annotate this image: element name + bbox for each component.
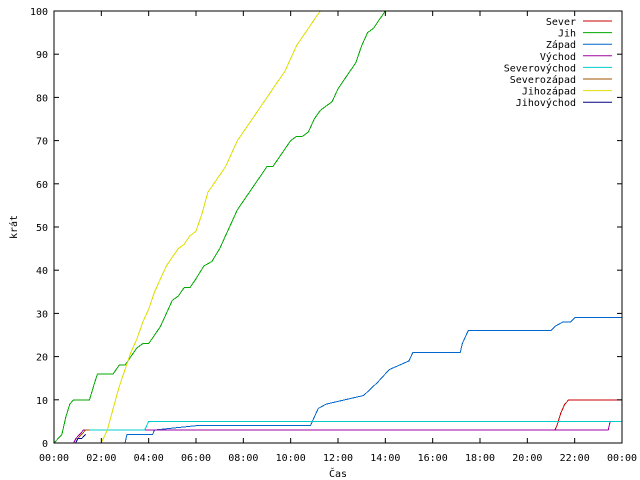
y-tick-label: 0: [42, 439, 48, 450]
x-tick-label: 00:00: [607, 453, 637, 464]
legend-label-zapad: Západ: [546, 39, 576, 51]
legend-label-severovychod: Severovýchod: [504, 62, 576, 74]
y-tick-label: 70: [36, 137, 48, 148]
x-tick-label: 08:00: [228, 453, 258, 464]
legend-label-sever: Sever: [546, 17, 576, 28]
tick-layer: 0 10 20 30 40 50 60 70 80 90 100 00:00 02:00 04:00 06:…: [30, 7, 637, 464]
series-line-jih: [53, 10, 390, 444]
series-layer: [53, 10, 622, 444]
plot-frame: [53, 10, 623, 444]
legend-label-jihozapad: Jihozápad: [522, 86, 576, 98]
y-tick-label: 60: [36, 180, 48, 191]
y-tick-label: 40: [36, 266, 48, 277]
y-tick-label: 100: [30, 7, 48, 18]
series-line-zapad: [124, 317, 622, 444]
legend-label-jih: Jih: [558, 29, 576, 40]
series-line-jihovychod: [75, 434, 86, 444]
x-tick-label: 06:00: [181, 453, 211, 464]
x-tick-label: 22:00: [560, 453, 590, 464]
y-tick-label: 30: [36, 309, 48, 320]
legend-label-jihovychod: Jihovýchod: [516, 97, 576, 109]
x-tick-label: 12:00: [323, 453, 353, 464]
y-axis-label: krát: [8, 215, 20, 239]
x-tick-label: 02:00: [86, 453, 116, 464]
x-tick-label: 00:00: [39, 453, 69, 464]
x-tick-label: 16:00: [418, 453, 448, 464]
legend-label-severozapad: Severozápad: [510, 74, 576, 86]
series-line-jihozapad: [100, 10, 327, 444]
series-line-sever: [554, 399, 622, 431]
y-tick-label: 80: [36, 93, 48, 104]
y-tick-label: 90: [36, 50, 48, 61]
x-axis-label: Čas: [329, 467, 347, 480]
legend-label-vychod: Východ: [540, 51, 576, 63]
x-tick-label: 14:00: [370, 453, 400, 464]
y-tick-label: 50: [36, 223, 48, 234]
x-tick-label: 20:00: [512, 453, 542, 464]
x-tick-label: 18:00: [465, 453, 495, 464]
x-tick-label: 10:00: [276, 453, 306, 464]
x-tick-label: 04:00: [134, 453, 164, 464]
legend: SeverJihZápadVýchodSeverovýchodSeverozáp…: [504, 17, 612, 109]
y-tick-label: 10: [36, 396, 48, 407]
y-tick-label: 20: [36, 353, 48, 364]
